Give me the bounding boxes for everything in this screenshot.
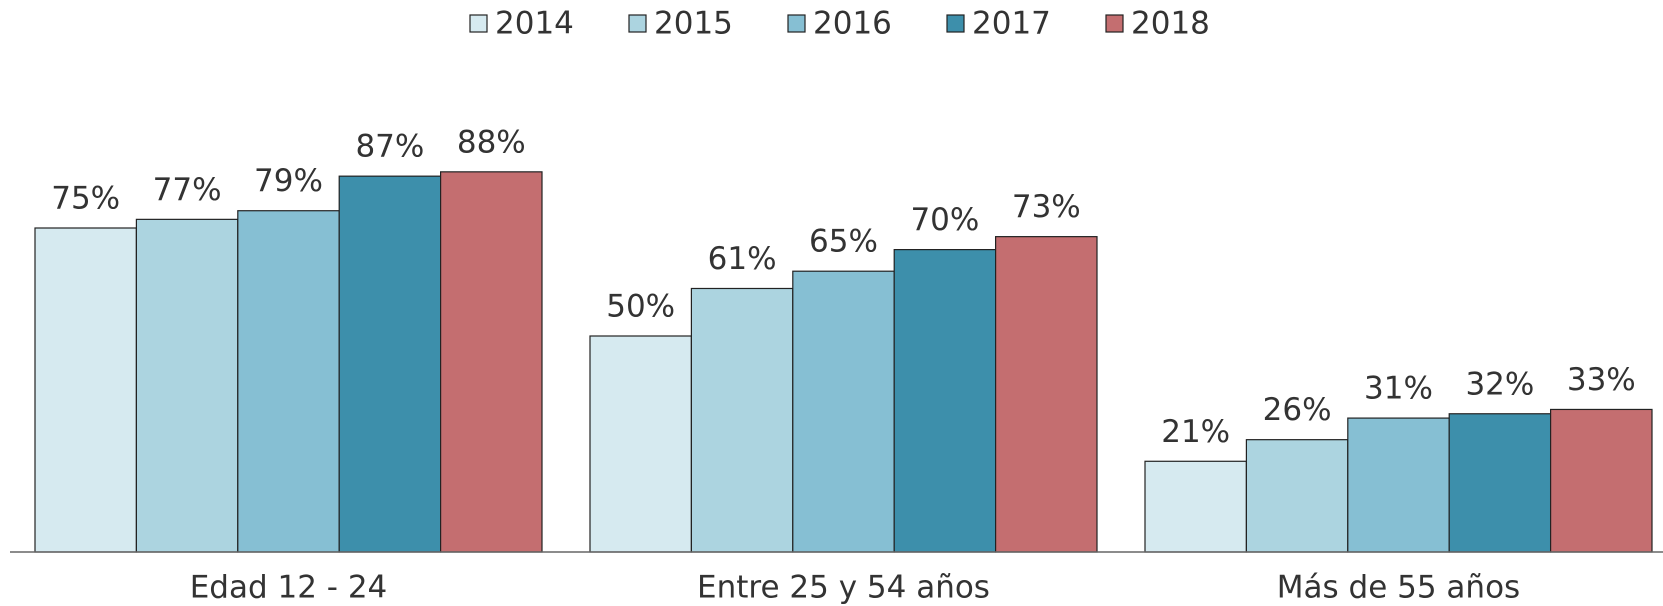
value-label: 75% [51,181,120,217]
value-label: 31% [1364,371,1433,407]
value-label: 70% [910,202,979,238]
bar [135,218,239,553]
bar [338,175,442,553]
value-label: 32% [1465,366,1534,402]
bar [589,335,693,553]
bar [1549,408,1653,553]
legend-label: 2014 [495,6,574,42]
value-label: 61% [708,241,777,277]
value-label: 65% [809,224,878,260]
value-label: 79% [254,163,323,199]
bar [1144,460,1248,553]
legend-label: 2016 [813,6,892,42]
value-label: 88% [457,124,526,160]
x-tick-label: Más de 55 años [1277,570,1520,606]
value-label: 77% [153,172,222,208]
legend-label: 2017 [972,6,1051,42]
bar [792,270,895,553]
bar [690,287,794,553]
bar [237,210,340,553]
value-label: 26% [1263,392,1332,428]
legend-swatch [469,14,488,33]
x-tick-label: Entre 25 y 54 años [697,570,990,606]
legend-label: 2015 [654,6,733,42]
bar [893,249,997,553]
bar [994,236,1098,553]
value-label: 87% [355,129,424,165]
legend-swatch [946,14,965,33]
bar [440,171,543,553]
value-label: 73% [1012,189,1081,225]
value-label: 33% [1567,362,1636,398]
legend-swatch [787,14,806,33]
legend-swatch [1105,14,1124,33]
bar [1245,439,1349,553]
x-tick-label: Edad 12 - 24 [190,570,388,606]
legend-label: 2018 [1131,6,1210,42]
bar [1448,413,1552,553]
value-label: 50% [606,289,675,325]
value-label: 21% [1161,414,1230,450]
legend-swatch [628,14,647,33]
bar [34,227,138,553]
bar [1347,417,1450,553]
